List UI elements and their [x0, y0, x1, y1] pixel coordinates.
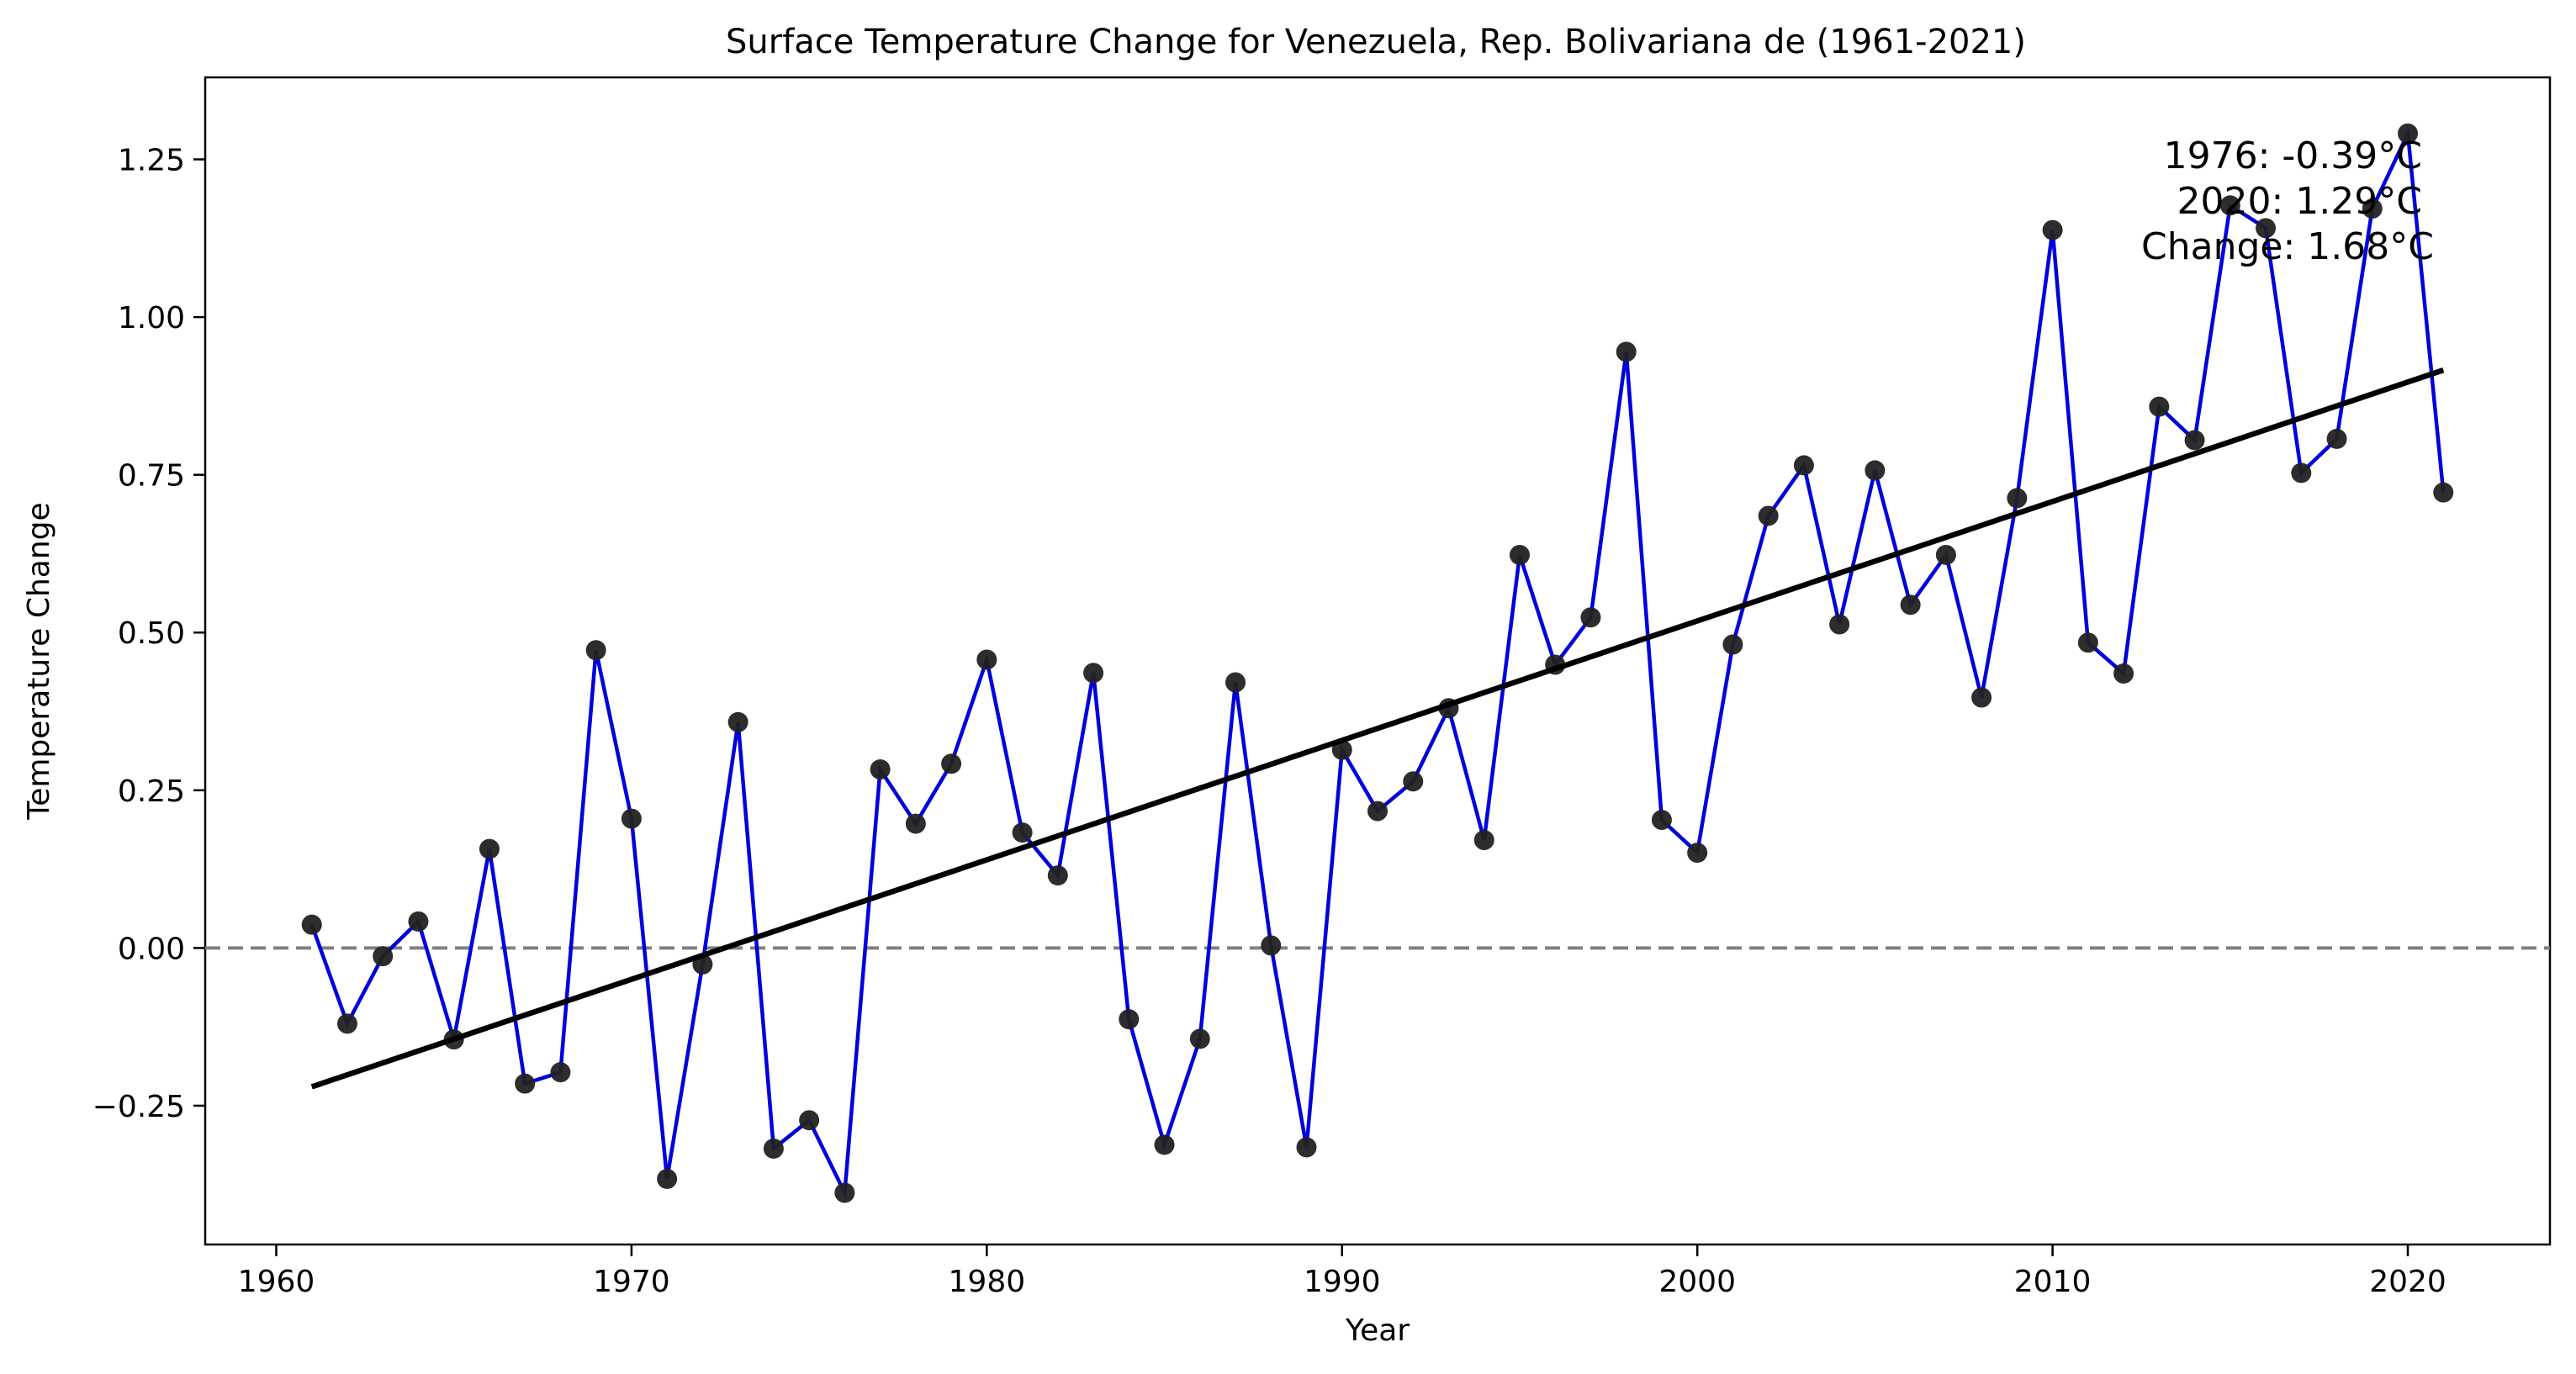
- plot-frame: [204, 76, 2552, 1246]
- data-point: [2113, 663, 2134, 684]
- data-point: [408, 911, 429, 932]
- x-tick-label: 1990: [1304, 1265, 1381, 1299]
- data-point: [976, 649, 997, 670]
- data-point: [1509, 544, 1530, 565]
- annotation-line-end: 2020: 1.29°C: [2177, 180, 2422, 223]
- data-point: [1971, 687, 1992, 708]
- data-point: [2184, 430, 2205, 451]
- y-tick-label: 1.00: [118, 301, 185, 336]
- data-point: [1296, 1137, 1317, 1158]
- data-point: [1722, 634, 1743, 655]
- y-tick-label: 0.50: [118, 616, 185, 651]
- data-point: [301, 914, 322, 935]
- data-point: [550, 1062, 571, 1083]
- data-point: [1900, 595, 1921, 616]
- y-tick-label: 1.25: [118, 144, 185, 178]
- x-tick-label: 1980: [949, 1265, 1026, 1299]
- annotation-line-change: Change: 1.68°C: [2141, 225, 2434, 268]
- data-point: [1829, 614, 1850, 635]
- chart-title: Surface Temperature Change for Venezuela…: [726, 23, 2026, 61]
- data-point: [2433, 482, 2454, 503]
- data-point: [1012, 822, 1033, 843]
- plot-area: 1960 1970 1980 1990 2000 2010 2020 −0.25 0.00 0.…: [93, 76, 2552, 1299]
- data-point: [727, 711, 748, 732]
- data-point: [2042, 219, 2063, 240]
- data-point: [2291, 462, 2312, 484]
- data-point: [2362, 198, 2383, 219]
- trend-line: [310, 367, 2445, 1090]
- x-axis-label: Year: [1345, 1313, 1410, 1348]
- data-point: [1225, 672, 1246, 693]
- data-point: [2077, 632, 2098, 653]
- x-tick-label: 1960: [238, 1265, 315, 1299]
- data-point: [2398, 123, 2419, 144]
- data-point: [1189, 1028, 1210, 1049]
- data-point: [1616, 341, 1637, 362]
- data-point: [657, 1168, 678, 1189]
- data-point: [1935, 544, 1956, 565]
- data-point: [1580, 607, 1601, 628]
- data-point: [585, 640, 606, 661]
- data-point: [905, 813, 926, 834]
- data-point: [621, 808, 642, 829]
- x-axis-ticks: 1960 1970 1980 1990 2000 2010 2020: [238, 1245, 2446, 1299]
- data-point: [941, 753, 962, 774]
- data-point: [1367, 801, 1388, 822]
- data-point: [834, 1182, 855, 1203]
- data-point: [479, 838, 500, 859]
- data-point: [2149, 396, 2170, 417]
- data-point: [799, 1110, 820, 1131]
- data-point: [2326, 428, 2347, 449]
- y-tick-label: 0.75: [118, 459, 185, 494]
- x-tick-label: 2010: [2014, 1265, 2092, 1299]
- data-point: [1083, 663, 1104, 684]
- data-point: [1119, 1009, 1140, 1030]
- annotation-line-start: 1976: -0.39°C: [2164, 135, 2422, 177]
- y-tick-label: −0.25: [93, 1090, 185, 1124]
- data-point: [1154, 1134, 1175, 1155]
- data-point: [1793, 455, 1814, 476]
- data-point: [373, 946, 394, 967]
- data-point: [2256, 218, 2277, 239]
- data-points: [301, 123, 2454, 1203]
- data-point: [763, 1138, 784, 1159]
- data-point: [1758, 505, 1779, 526]
- data-point: [1651, 810, 1672, 831]
- data-point: [1687, 843, 1708, 864]
- data-point: [515, 1073, 536, 1094]
- data-point: [336, 1013, 357, 1034]
- x-tick-label: 2000: [1658, 1265, 1736, 1299]
- y-tick-label: 0.00: [118, 932, 185, 966]
- data-point: [1403, 771, 1424, 792]
- x-tick-label: 1970: [593, 1265, 670, 1299]
- data-point: [2007, 488, 2028, 509]
- data-point: [2219, 195, 2240, 216]
- data-point: [1261, 935, 1282, 956]
- x-tick-label: 2020: [2369, 1265, 2446, 1299]
- y-tick-label: 0.25: [118, 774, 185, 809]
- data-point: [870, 759, 891, 780]
- y-axis-ticks: −0.25 0.00 0.25 0.50 0.75 1.00 1.25: [93, 144, 205, 1124]
- data-point: [1865, 460, 1886, 481]
- data-point: [1047, 865, 1068, 886]
- temperature-series-line: [309, 126, 2446, 1200]
- change-annotation: 1976: -0.39°C 2020: 1.29°C Change: 1.68°…: [2141, 135, 2434, 268]
- y-axis-label: Temperature Change: [22, 502, 56, 820]
- data-point: [1473, 830, 1494, 851]
